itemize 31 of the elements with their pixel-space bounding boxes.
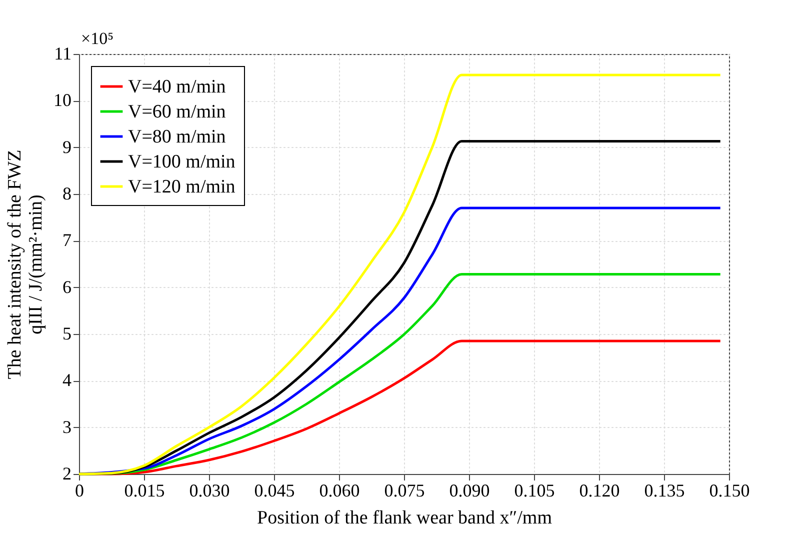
- y-tick-label: 8: [62, 184, 72, 204]
- x-tick-label: 0.045: [254, 480, 295, 500]
- legend-label: V=100 m/min: [128, 152, 236, 172]
- y-tick-label: 7: [62, 230, 72, 250]
- line-series: [78, 340, 722, 476]
- y-tick-label: 4: [62, 370, 72, 390]
- legend-label: V=80 m/min: [128, 126, 226, 148]
- y-tick-label: 6: [62, 276, 72, 297]
- x-tick-label: 0.015: [124, 480, 165, 500]
- line-series: [78, 74, 722, 476]
- text: ×10⁵: [81, 29, 114, 48]
- legend-label: V=120 m/min: [128, 176, 236, 198]
- y-tick-label: 11: [54, 44, 72, 64]
- y-tick-label: 9: [62, 136, 72, 157]
- legend-label: V=40 m/min: [128, 76, 226, 98]
- y-tick-label: 5: [62, 324, 72, 344]
- x-tick-label: 0.120: [579, 480, 620, 500]
- y-tick-label: 2: [62, 464, 72, 484]
- x-tick-label: 0.090: [449, 480, 490, 500]
- legend-label: V=60 m/min: [128, 102, 226, 122]
- x-axis-title: Position of the flank wear band x″/mm: [257, 508, 552, 528]
- x-tick-label: 0.105: [514, 480, 555, 500]
- y-tick-label: 3: [62, 416, 72, 437]
- y-axis-title: The heat intensity of the FWZ qIII / J/(mm²·min): [4, 150, 46, 380]
- x-tick-label: 0.135: [644, 480, 685, 500]
- x-tick-label: 0.150: [709, 480, 750, 500]
- x-tick-label: 0: [75, 480, 84, 500]
- x-tick-label: 0.030: [189, 480, 230, 500]
- x-tick-label: 0.060: [319, 480, 360, 500]
- y-tick-label: 10: [54, 90, 72, 110]
- x-tick-label: 0.075: [384, 480, 425, 500]
